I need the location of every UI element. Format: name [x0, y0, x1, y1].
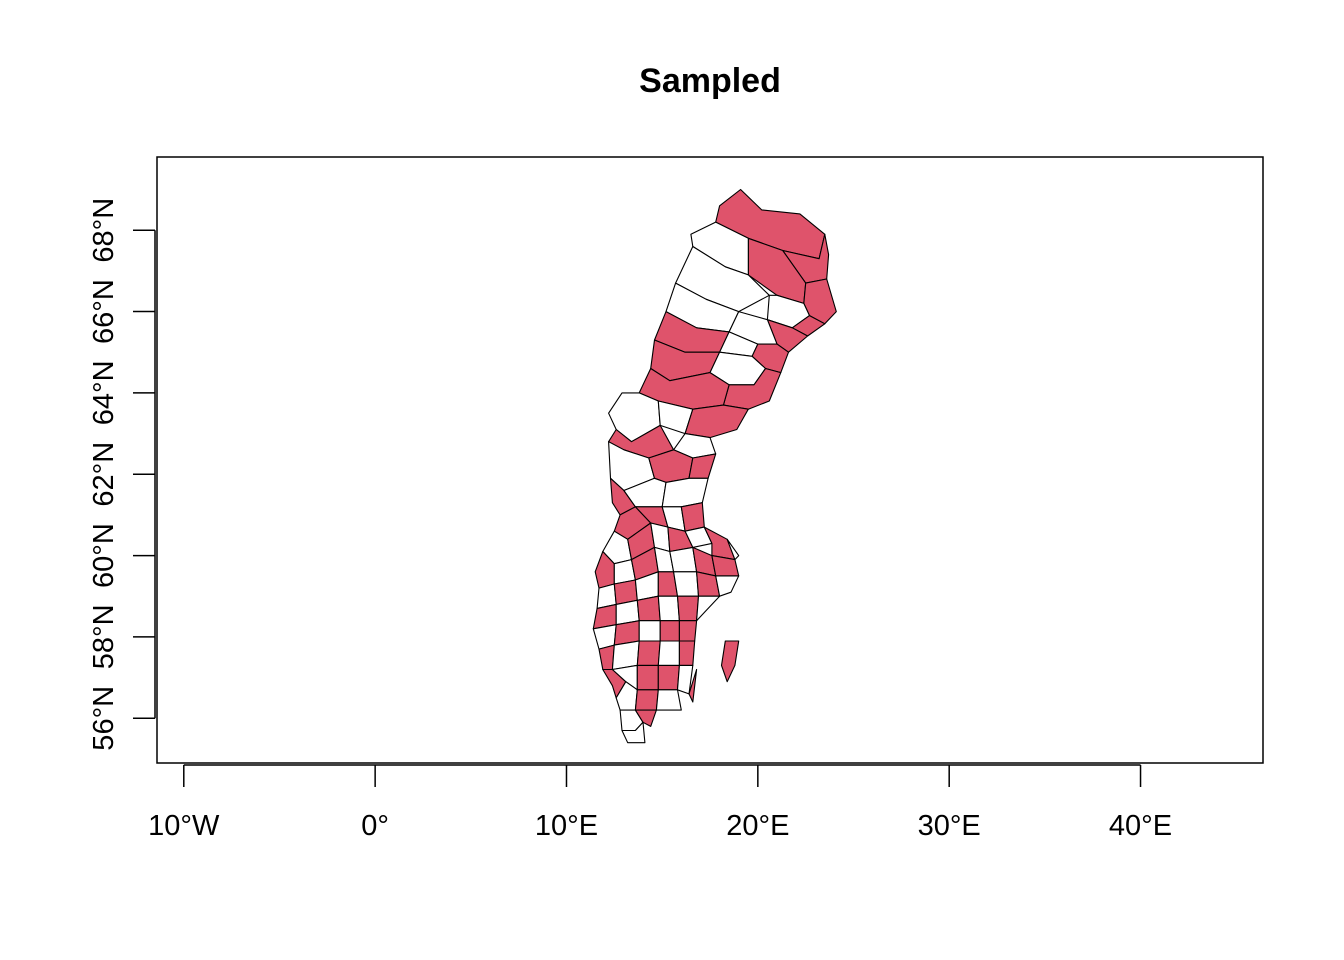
- x-tick-label-4: 30°E: [918, 810, 981, 842]
- x-tick-label-1: 0°: [361, 810, 389, 842]
- sampled-region-64: [678, 620, 698, 642]
- unsampled-region-39: [726, 538, 740, 561]
- y-tick-label-0: 56°N: [88, 686, 120, 751]
- y-tick-label-3: 62°N: [88, 442, 120, 507]
- sampled-region-81: [720, 640, 740, 683]
- y-tick-label-6: 68°N: [88, 198, 120, 263]
- sampled-region-69: [678, 640, 696, 666]
- sampled-region-25: [688, 453, 717, 479]
- sampled-region-82: [688, 668, 698, 703]
- y-tick-label-1: 58°N: [88, 605, 120, 670]
- municipality-regions: [592, 188, 837, 744]
- x-tick-label-5: 40°E: [1109, 810, 1172, 842]
- sampled-region-76: [634, 689, 659, 711]
- sampled-region-58: [676, 595, 700, 622]
- x-tick-label-0: 10°W: [148, 810, 220, 842]
- y-axis: 56°N 58°N 60°N 62°N 64°N 66°N 68°N: [88, 198, 156, 751]
- y-tick-label-5: 66°N: [88, 279, 120, 344]
- unsampled-region-62: [638, 620, 661, 642]
- y-tick-label-4: 64°N: [88, 361, 120, 426]
- plot-frame: [156, 156, 1264, 764]
- x-axis: 10°W 0° 10°E 20°E 30°E 40°E: [148, 764, 1172, 842]
- unsampled-region-77: [655, 689, 682, 711]
- sampled-region-56: [636, 595, 661, 622]
- unsampled-region-68: [657, 640, 680, 666]
- x-tick-label-3: 20°E: [726, 810, 789, 842]
- plot-title: Sampled: [639, 62, 781, 100]
- sampled-region-72: [636, 664, 659, 691]
- x-tick-label-2: 10°E: [535, 810, 598, 842]
- unsampled-region-44: [669, 546, 698, 573]
- unsampled-region-51: [673, 571, 700, 597]
- sampled-region-67: [636, 640, 661, 666]
- unsampled-region-53: [715, 575, 740, 597]
- sampled-region-20: [684, 404, 749, 439]
- sampled-region-73: [657, 664, 680, 691]
- unsampled-region-59: [696, 595, 721, 622]
- sampled-region-32: [680, 502, 705, 532]
- sampled-region-65: [598, 644, 615, 671]
- sampled-region-79: [634, 709, 657, 727]
- y-tick-label-2: 60°N: [88, 523, 120, 588]
- unsampled-region-80: [621, 721, 646, 744]
- sampled-region-63: [659, 620, 680, 642]
- unsampled-region-57: [657, 595, 680, 622]
